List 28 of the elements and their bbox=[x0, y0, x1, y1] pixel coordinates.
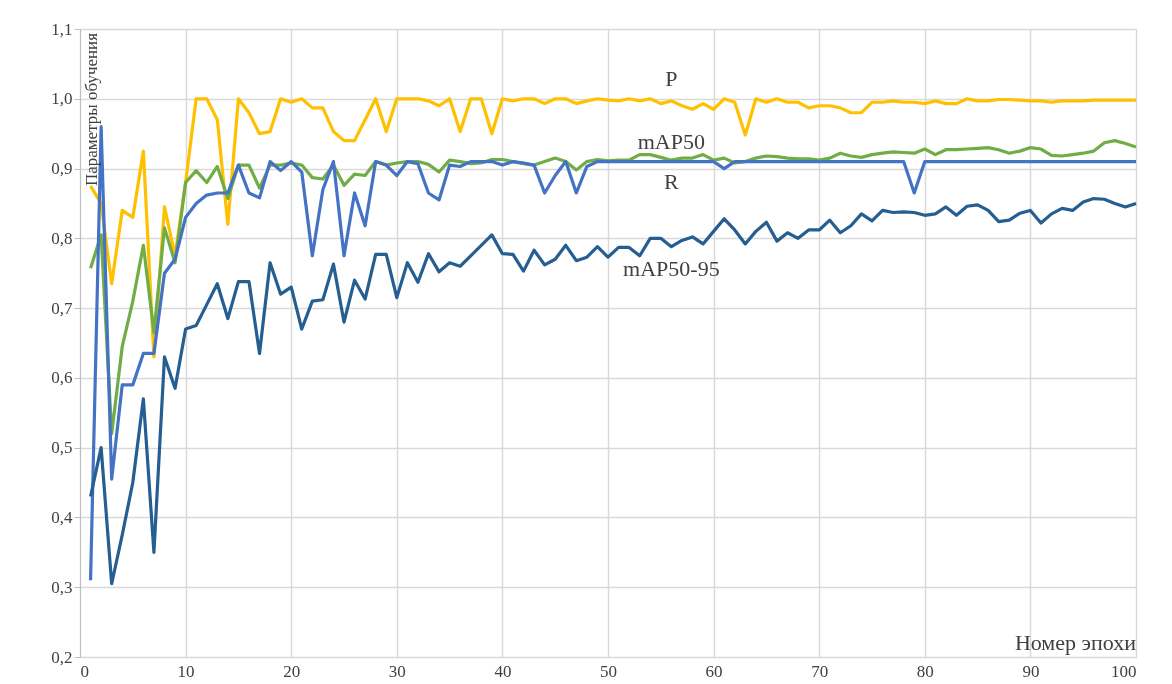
y-tick-label: 0,5 bbox=[51, 438, 73, 458]
x-tick-label: 10 bbox=[177, 661, 195, 681]
x-tick-label: 0 bbox=[80, 661, 89, 681]
line-series bbox=[88, 196, 1138, 586]
y-tick-label: 0,6 bbox=[51, 368, 73, 388]
x-tick-label: 60 bbox=[705, 661, 723, 681]
x-tick-label: 80 bbox=[916, 661, 934, 681]
y-tick-label: 1,0 bbox=[51, 89, 73, 109]
y-tick-label: 0,4 bbox=[51, 507, 73, 527]
y-tick-label: 0,8 bbox=[51, 228, 73, 248]
x-tick-label: 70 bbox=[811, 661, 829, 681]
series-label: R bbox=[664, 168, 680, 194]
y-tick-label: 0,3 bbox=[51, 577, 73, 597]
x-tick-label: 20 bbox=[283, 661, 301, 681]
x-tick-label: 100 bbox=[1111, 661, 1137, 681]
y-tick-label: 0,9 bbox=[51, 159, 73, 179]
series-label: mAP50 bbox=[637, 129, 705, 155]
series-label: mAP50-95 bbox=[623, 255, 720, 281]
y-axis-title: Параметры обучения bbox=[82, 32, 101, 187]
y-tick-label: 0,7 bbox=[51, 298, 73, 318]
x-tick-label: 30 bbox=[388, 661, 406, 681]
y-tick-label: 1,1 bbox=[51, 19, 73, 39]
series-label: P bbox=[665, 65, 678, 91]
x-tick-label: 50 bbox=[600, 661, 617, 681]
y-tick-label: 0,2 bbox=[51, 647, 73, 667]
x-axis-title: Номер эпохи bbox=[1014, 630, 1137, 655]
x-tick-label: 90 bbox=[1022, 661, 1040, 681]
x-tick-label: 40 bbox=[494, 661, 512, 681]
